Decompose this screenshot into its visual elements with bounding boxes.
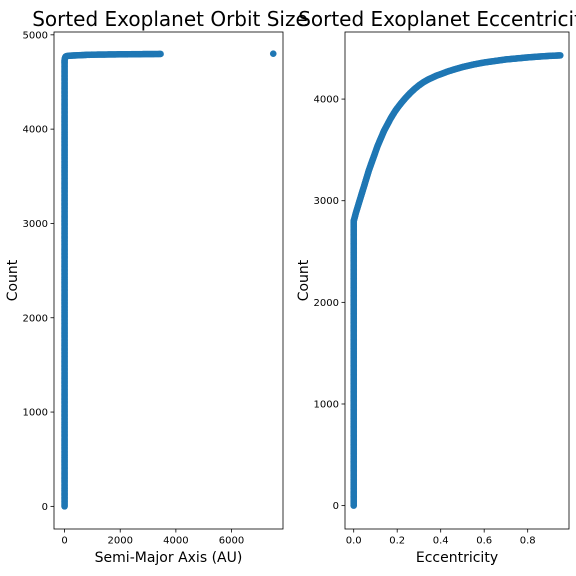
eccentricity-x-tick-label: 0.4 — [433, 536, 449, 547]
orbit-size-y-axis-label: Count — [5, 259, 21, 301]
eccentricity-y-tick-label: 2000 — [314, 298, 339, 309]
orbit-size-y-tick-label: 0 — [42, 502, 48, 513]
eccentricity-y-tick-label: 3000 — [314, 196, 339, 207]
eccentricity-y-ticks: 0 1000 2000 3000 4000 — [314, 95, 345, 512]
eccentricity-y-axis-label: Count — [296, 259, 312, 301]
eccentricity-y-tick-label: 4000 — [314, 95, 339, 106]
eccentricity-x-axis-label: Eccentricity — [416, 550, 498, 566]
orbit-size-y-tick-label: 1000 — [23, 408, 48, 419]
orbit-size-x-tick-label: 0 — [61, 536, 67, 547]
eccentricity-axes-frame — [344, 31, 570, 530]
orbit-size-y-tick-label: 3000 — [23, 219, 48, 230]
eccentricity-point — [557, 52, 564, 59]
orbit-size-axes-frame — [53, 31, 284, 530]
orbit-size-point — [157, 50, 164, 58]
orbit-size-x-tick-label: 6000 — [219, 536, 244, 547]
orbit-size-y-tick-label: 4000 — [23, 125, 48, 136]
eccentricity-x-tick-label: 0.2 — [389, 536, 405, 547]
eccentricity-x-tick-label: 0.6 — [476, 536, 492, 547]
eccentricity-x-tick-label: 0.8 — [520, 536, 536, 547]
orbit-size-x-ticks: 0 2000 4000 6000 — [61, 529, 244, 547]
eccentricity-title: Sorted Exoplanet Eccentricity — [298, 7, 576, 31]
orbit-size-y-ticks: 0 1000 2000 3000 4000 5000 — [23, 30, 54, 513]
orbit-size-title: Sorted Exoplanet Orbit Size — [32, 7, 308, 31]
orbit-size-y-tick-label: 2000 — [23, 313, 48, 324]
orbit-size-chart: 0 2000 4000 6000 0 1000 2000 3000 4000 5000 Sort… — [5, 7, 308, 566]
eccentricity-chart: 0.0 0.2 0.4 0.6 0.8 0 1000 2000 3000 4000 Sorted… — [296, 7, 576, 566]
orbit-size-points — [61, 50, 277, 510]
eccentricity-points — [350, 52, 564, 509]
orbit-size-point — [269, 50, 277, 57]
eccentricity-x-ticks: 0.0 0.2 0.4 0.6 0.8 — [346, 529, 536, 547]
eccentricity-x-tick-label: 0.0 — [346, 536, 362, 547]
eccentricity-y-tick-label: 1000 — [314, 399, 339, 410]
eccentricity-y-tick-label: 0 — [333, 501, 339, 512]
orbit-size-x-axis-label: Semi-Major Axis (AU) — [95, 550, 243, 566]
orbit-size-x-tick-label: 2000 — [107, 536, 132, 547]
orbit-size-y-tick-label: 5000 — [23, 30, 48, 41]
orbit-size-x-tick-label: 4000 — [163, 536, 188, 547]
